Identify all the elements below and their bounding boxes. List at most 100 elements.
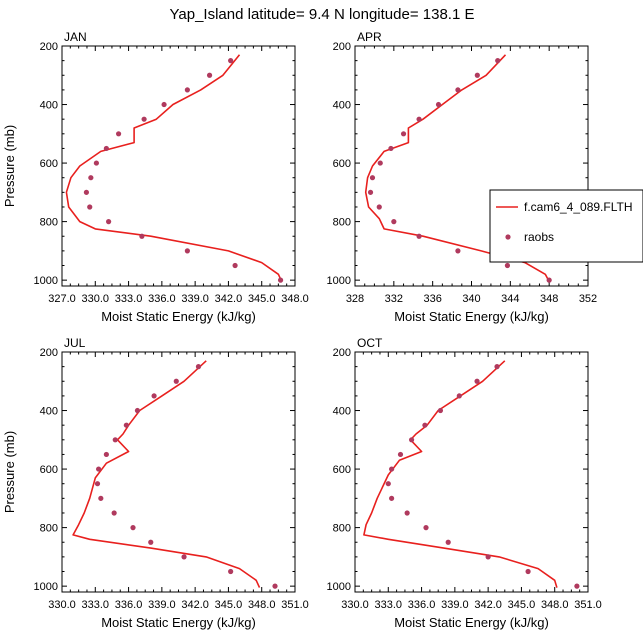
raobs-point — [376, 204, 382, 210]
raobs-point — [103, 451, 109, 458]
plot-data — [72, 360, 278, 589]
y-tick-label: 400 — [40, 100, 58, 112]
panel-label: OCT — [357, 336, 383, 350]
legend-label: f.cam6_4_089.FLTH — [524, 200, 633, 214]
panel-label: APR — [357, 30, 382, 44]
x-tick-label: 342.0 — [181, 599, 209, 611]
raobs-point — [474, 72, 480, 78]
panel-label: JAN — [64, 30, 87, 44]
raobs-point — [184, 87, 190, 93]
x-tick-label: 351.0 — [281, 599, 309, 611]
raobs-point — [141, 116, 147, 122]
y-axis-label: Pressure (mb) — [2, 125, 17, 207]
model-profile-line — [72, 360, 261, 588]
raobs-point — [106, 219, 112, 225]
raobs-point — [455, 248, 461, 254]
raobs-point — [455, 87, 461, 93]
x-tick-label: 342.0 — [474, 599, 502, 611]
raobs-point — [408, 437, 415, 443]
y-tick-label: 800 — [40, 217, 58, 229]
x-tick-label: 345.0 — [215, 599, 243, 611]
raobs-point — [574, 583, 580, 589]
raobs-point — [404, 510, 410, 516]
raobs-point — [83, 189, 90, 195]
raobs-point — [87, 204, 93, 210]
raobs-point — [148, 539, 154, 545]
raobs-point — [112, 437, 118, 443]
raobs-point — [377, 160, 383, 166]
x-tick-label: 344 — [501, 293, 519, 305]
raobs-point — [495, 58, 501, 64]
model-profile-line — [65, 54, 283, 282]
raobs-point — [445, 539, 451, 545]
raobs-point — [504, 262, 511, 269]
raobs-point — [474, 378, 480, 384]
y-tick-label: 1000 — [327, 581, 351, 593]
legend-label: raobs — [524, 230, 554, 244]
raobs-point — [181, 554, 187, 560]
x-tick-label: 336.0 — [115, 599, 143, 611]
x-tick-label: 348 — [540, 293, 558, 305]
raobs-point — [94, 481, 101, 487]
x-tick-label: 333.0 — [375, 599, 403, 611]
raobs-point — [139, 233, 145, 239]
y-tick-label: 400 — [40, 406, 58, 418]
x-tick-label: 351.0 — [574, 599, 602, 611]
raobs-point — [228, 568, 234, 575]
raobs-point — [115, 131, 122, 137]
y-axis-label: Pressure (mb) — [2, 431, 17, 513]
raobs-point — [277, 277, 284, 283]
x-tick-label: 333.0 — [115, 293, 143, 305]
plot-data — [65, 54, 284, 283]
raobs-point — [397, 451, 404, 458]
figure-title: Yap_Island latitude= 9.4 N longitude= 13… — [170, 6, 475, 23]
x-tick-label: 327.0 — [48, 293, 76, 305]
x-tick-label: 342.0 — [215, 293, 243, 305]
x-tick-label: 340 — [462, 293, 480, 305]
legend-marker-swatch — [505, 234, 511, 240]
raobs-point — [93, 160, 99, 166]
x-axis-label: Moist Static Energy (kJ/kg) — [394, 309, 549, 324]
x-tick-label: 348.0 — [541, 599, 569, 611]
raobs-point — [367, 189, 374, 195]
raobs-point — [228, 58, 234, 64]
raobs-point — [437, 407, 444, 414]
y-tick-label: 200 — [40, 41, 58, 53]
raobs-point — [151, 393, 157, 399]
plot-data — [363, 360, 580, 589]
raobs-point — [389, 495, 395, 501]
x-tick-label: 332 — [385, 293, 403, 305]
raobs-point — [161, 101, 167, 108]
y-tick-label: 1000 — [34, 581, 58, 593]
raobs-point — [173, 378, 179, 384]
raobs-point — [400, 131, 407, 137]
y-tick-label: 600 — [333, 464, 351, 476]
raobs-point — [388, 145, 394, 152]
raobs-point — [195, 364, 202, 370]
raobs-point — [423, 525, 429, 531]
y-tick-label: 600 — [333, 158, 351, 170]
raobs-point — [206, 72, 213, 78]
raobs-point — [184, 248, 190, 254]
x-tick-label: 352 — [579, 293, 597, 305]
panel-oct: 330.0 333.0 336.0 339.0 342.0 345.0 348.0 351.0… — [327, 336, 602, 630]
raobs-point — [272, 583, 278, 589]
x-tick-label: 330.0 — [82, 293, 110, 305]
y-tick-label: 200 — [40, 347, 58, 359]
x-tick-label: 345.0 — [248, 293, 276, 305]
raobs-point — [422, 422, 428, 428]
model-profile-line — [364, 54, 550, 282]
y-tick-label: 600 — [40, 158, 58, 170]
plot-data — [364, 54, 552, 283]
x-tick-label: 336 — [423, 293, 441, 305]
raobs-point — [391, 219, 397, 225]
raobs-point — [232, 262, 238, 269]
raobs-point — [485, 554, 491, 560]
raobs-point — [88, 175, 94, 181]
plot-frame — [61, 45, 296, 287]
x-tick-label: 336.0 — [148, 293, 176, 305]
raobs-point — [416, 233, 422, 239]
raobs-point — [494, 364, 500, 370]
